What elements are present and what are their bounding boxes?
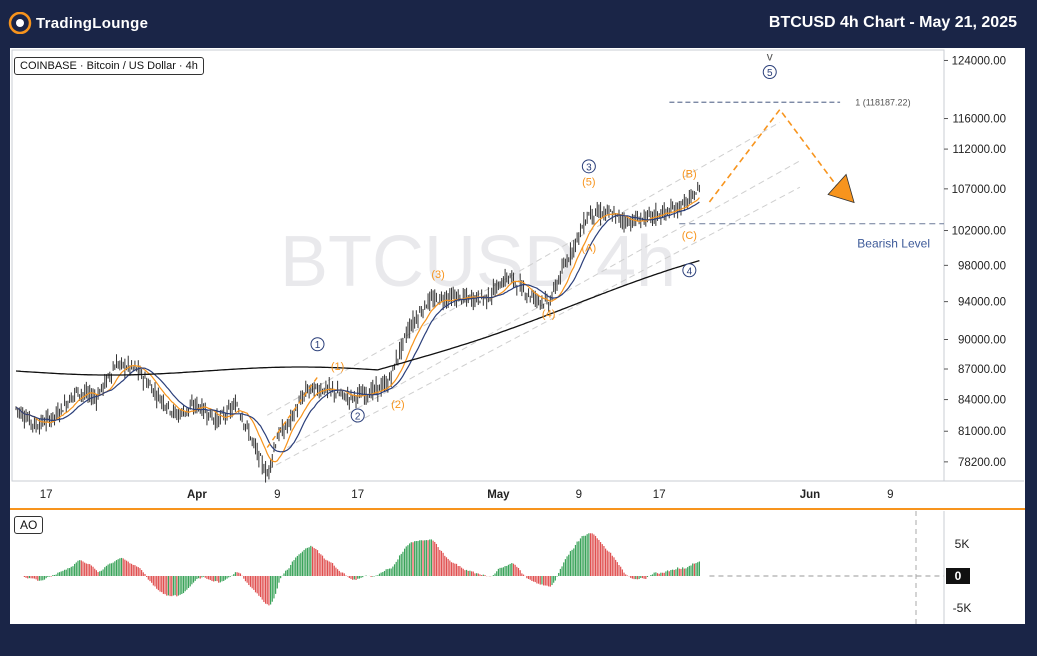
wave-label: (A) [582,242,597,254]
ao-tick-label: -5K [953,601,972,615]
panel-separator [10,508,1025,510]
price-bars [15,181,700,483]
x-tick-label: May [487,489,510,501]
x-tick-label: 17 [351,489,364,501]
y-tick-label: 84000.00 [958,395,1006,407]
wave-label: 1 [315,340,321,351]
channel-line [267,186,801,471]
y-tick-label: 98000.00 [958,260,1006,272]
channel-line [267,121,781,416]
symbol-label: COINBASE · Bitcoin / US Dollar · 4h [14,57,204,75]
y-tick-label: 81000.00 [958,426,1006,438]
wave-label: 5 [767,68,773,79]
wave-label: 4 [687,266,693,277]
wave-label: v [767,49,773,63]
brand-logo-icon [8,12,32,34]
wave-label: 2 [355,411,361,422]
chart-panel[interactable] [10,48,1025,624]
x-tick-label: 9 [576,489,582,501]
wave-label-circle [350,408,365,423]
ao-tick-label: 5K [955,537,970,551]
ao-tick-label: 0 [955,569,962,583]
wave-label-circle [310,337,325,352]
brand-name: TradingLounge [36,14,149,32]
chart-title: BTCUSD 4h Chart - May 21, 2025 [768,14,1017,31]
brand-logo: TradingLounge [8,12,148,34]
target-level-label: 1 (118187.22) [855,97,910,107]
projection-arrowhead [827,173,855,204]
header-bar: TradingLounge BTCUSD 4h Chart - May 21, … [0,0,1037,46]
wave-label-circle [682,263,697,278]
y-tick-label: 124000.00 [952,55,1006,67]
y-tick-label: 116000.00 [952,114,1006,126]
ao-zero-badge [946,568,970,584]
projection-path [708,108,841,203]
wave-label: (4) [542,309,555,321]
x-tick-label: 17 [40,489,53,501]
wave-label-circle [581,159,596,174]
wave-label: (C) [682,230,697,242]
wave-label: (5) [582,177,595,189]
ao-indicator-label: AO [14,516,44,534]
x-tick-label: Jun [800,489,820,501]
y-tick-label: 102000.00 [952,226,1006,238]
ao-bars [23,533,701,606]
ma-slow-line [15,259,700,376]
wave-1-projection [266,376,319,448]
watermark-text: BTCUSD 4h [280,222,676,302]
wave-label: (1) [331,361,344,373]
bearish-level-label: Bearish Level [857,237,930,251]
ma-fast-line [15,197,700,463]
x-tick-label: 9 [274,489,280,501]
y-tick-label: 87000.00 [958,364,1006,376]
y-tick-label: 78200.00 [958,457,1006,469]
wave-label: (2) [391,399,404,411]
wave-label-circle [762,65,777,80]
y-tick-label: 112000.00 [952,144,1006,156]
y-tick-label: 107000.00 [952,184,1006,196]
y-tick-label: 94000.00 [958,297,1006,309]
x-tick-label: Apr [187,489,207,501]
x-tick-label: 9 [887,489,893,501]
ma-mid-line [15,201,700,453]
wave-label: (3) [431,269,444,281]
x-tick-label: 17 [653,489,666,501]
wave-label: (B) [682,169,697,181]
y-tick-label: 90000.00 [958,334,1006,346]
wave-label: 3 [586,162,592,173]
